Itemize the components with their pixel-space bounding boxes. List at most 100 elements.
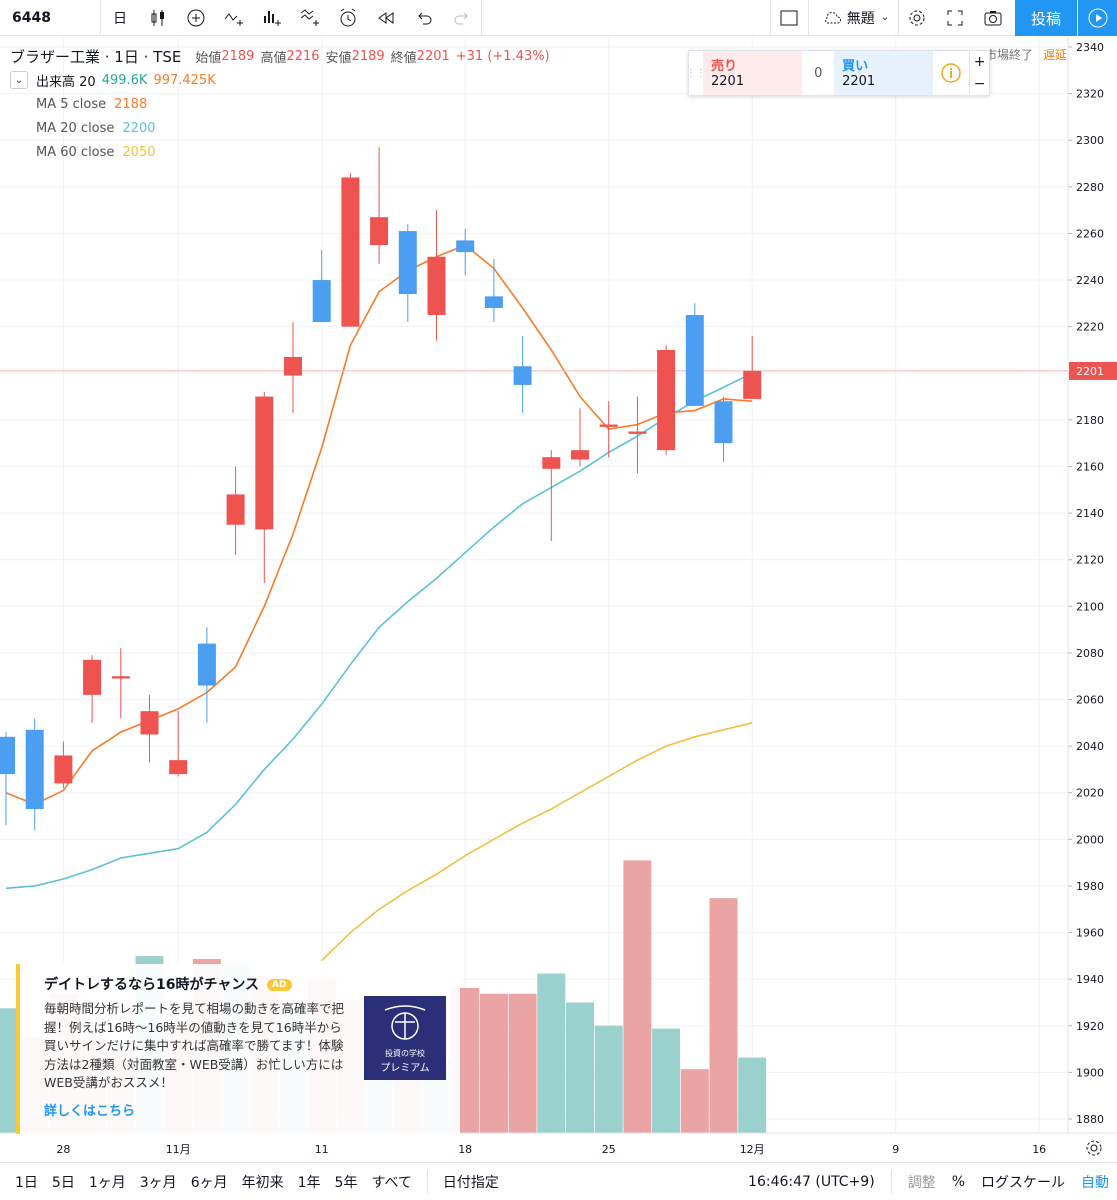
log-scale-toggle[interactable]: ログスケール: [981, 1175, 1065, 1191]
decrease-button[interactable]: −: [973, 76, 986, 92]
candle: [54, 741, 73, 789]
range-1y[interactable]: 1年: [297, 1174, 321, 1191]
layout-name: 無題: [846, 10, 875, 27]
settings-gear-icon[interactable]: [898, 0, 936, 36]
price-tick-label: 2280: [1076, 181, 1104, 194]
candle: [284, 321, 302, 413]
candle-style-icon[interactable]: [139, 0, 177, 36]
quantity-field[interactable]: 0: [814, 65, 823, 81]
price-tick-label: 2300: [1076, 134, 1104, 147]
legend-ma5-row[interactable]: MA 5 close 2188: [10, 92, 550, 116]
candle-body: [685, 315, 704, 406]
auto-scale-toggle[interactable]: 自動: [1081, 1175, 1109, 1191]
candle: [456, 228, 475, 276]
add-compare-icon[interactable]: [177, 0, 215, 36]
candle-body: [599, 424, 618, 427]
moving-averages: [0, 244, 1068, 962]
legend-volume-row: ⌄ 出来高 20 499.6K 997.425K: [10, 68, 550, 92]
fullscreen-icon[interactable]: [936, 0, 974, 36]
templates-icon[interactable]: [291, 0, 329, 36]
indicators-icon[interactable]: [215, 0, 253, 36]
time-axis[interactable]: 28 11月 11 18 25 12月 9 16: [0, 1132, 1117, 1156]
volume-label: 出来高 20: [36, 74, 96, 90]
candle-body: [0, 736, 15, 775]
buy-price: 2201: [842, 74, 876, 89]
collapse-legend-icon[interactable]: ⌄: [10, 71, 28, 89]
range-3m[interactable]: 3ヶ月: [139, 1174, 177, 1191]
candle-body: [484, 296, 503, 309]
volume-value: 499.6K: [101, 72, 148, 88]
volume-bar: [594, 1025, 623, 1133]
select-layout-icon[interactable]: [770, 0, 808, 36]
info-icon[interactable]: [933, 51, 969, 95]
sell-button[interactable]: 売り 2201: [703, 51, 803, 95]
price-tick-label: 2080: [1076, 647, 1104, 660]
ad-body: 毎朝時間分析レポートを見て相場の動きを高確率で把握！例えば16時〜16時半の値動…: [44, 1001, 345, 1090]
candle: [0, 732, 15, 826]
ad-logo[interactable]: 投資の学校 プレミアム: [364, 996, 446, 1080]
range-6m[interactable]: 6ヶ月: [190, 1174, 228, 1191]
range-all[interactable]: すべて: [371, 1174, 412, 1191]
range-5y[interactable]: 5年: [334, 1174, 358, 1191]
chart-settings-icon[interactable]: [1084, 1138, 1104, 1158]
post-button[interactable]: 投稿: [1015, 0, 1077, 36]
percent-toggle[interactable]: %: [951, 1174, 965, 1190]
candle: [370, 147, 389, 264]
buy-button[interactable]: 買い 2201: [834, 51, 934, 95]
candle-body: [25, 729, 44, 810]
candle: [484, 259, 503, 322]
advertisement[interactable]: デイトレするなら16時がチャンス AD 毎朝時間分析レポートを見て相場の動きを高確…: [16, 964, 460, 1134]
candle-body: [312, 280, 331, 322]
candle-body: [427, 256, 446, 315]
ma60-line: [321, 722, 753, 962]
ad-badge: AD: [267, 979, 292, 991]
price-tick-label: 2340: [1076, 41, 1104, 54]
candle-body: [571, 450, 589, 460]
legend-ma60-row[interactable]: MA 60 close 2050: [10, 140, 550, 164]
ad-link[interactable]: 詳しくはこちら: [44, 1104, 136, 1119]
price-tick-label: 1900: [1076, 1066, 1104, 1079]
price-tick-label: 2320: [1076, 88, 1104, 101]
increase-button[interactable]: +: [973, 54, 986, 70]
camera-icon[interactable]: [974, 0, 1012, 36]
open-value: 2189: [221, 48, 255, 64]
volume-bar: [680, 1069, 709, 1133]
volume-bar: [479, 993, 508, 1133]
candle-body: [628, 431, 647, 434]
interval-button[interactable]: 日: [113, 10, 127, 27]
layout-name-button[interactable]: 無題 ⌄: [812, 0, 898, 36]
drag-handle[interactable]: ⋮⋮: [686, 67, 706, 79]
alert-icon[interactable]: [329, 0, 367, 36]
symbol-search-button[interactable]: 6448: [12, 9, 51, 26]
replay-icon[interactable]: [367, 0, 405, 36]
delayed-label: 遅延: [1043, 48, 1068, 62]
legend-ma20-row[interactable]: MA 20 close 2200: [10, 116, 550, 140]
undo-icon[interactable]: [405, 0, 443, 36]
high-label: 高値: [260, 50, 287, 66]
range-1d[interactable]: 1日: [15, 1174, 38, 1191]
time-tick-label: 25: [602, 1143, 616, 1156]
goto-date-button[interactable]: 日付指定: [442, 1174, 499, 1191]
candle-body: [169, 760, 188, 775]
price-tick-label: 2060: [1076, 694, 1104, 707]
ma20-label: MA 20 close: [36, 120, 115, 136]
change-value: +31 (+1.43%): [455, 48, 550, 64]
close-value: 2201: [416, 48, 450, 64]
price-axis[interactable]: 2340232023002280226022402220220021802160…: [1067, 37, 1117, 1133]
redo-icon[interactable]: [443, 0, 481, 36]
logo-big-text: プレミアム: [380, 1063, 430, 1074]
volume-bar: [652, 1028, 681, 1133]
candle-body: [54, 755, 73, 784]
volume-bar: [537, 973, 566, 1133]
range-5d[interactable]: 5日: [51, 1174, 75, 1191]
quantity-stepper[interactable]: + −: [969, 51, 989, 95]
clock-time[interactable]: 16:46:47 (UTC+9): [748, 1174, 875, 1190]
chevron-down-icon: ⌄: [880, 12, 890, 23]
play-icon[interactable]: [1077, 0, 1117, 36]
range-1m[interactable]: 1ヶ月: [88, 1174, 126, 1191]
financials-icon[interactable]: [253, 0, 291, 36]
range-ytd[interactable]: 年初来: [241, 1174, 284, 1191]
cloud-icon: [825, 11, 841, 23]
adjust-toggle[interactable]: 調整: [907, 1175, 936, 1191]
